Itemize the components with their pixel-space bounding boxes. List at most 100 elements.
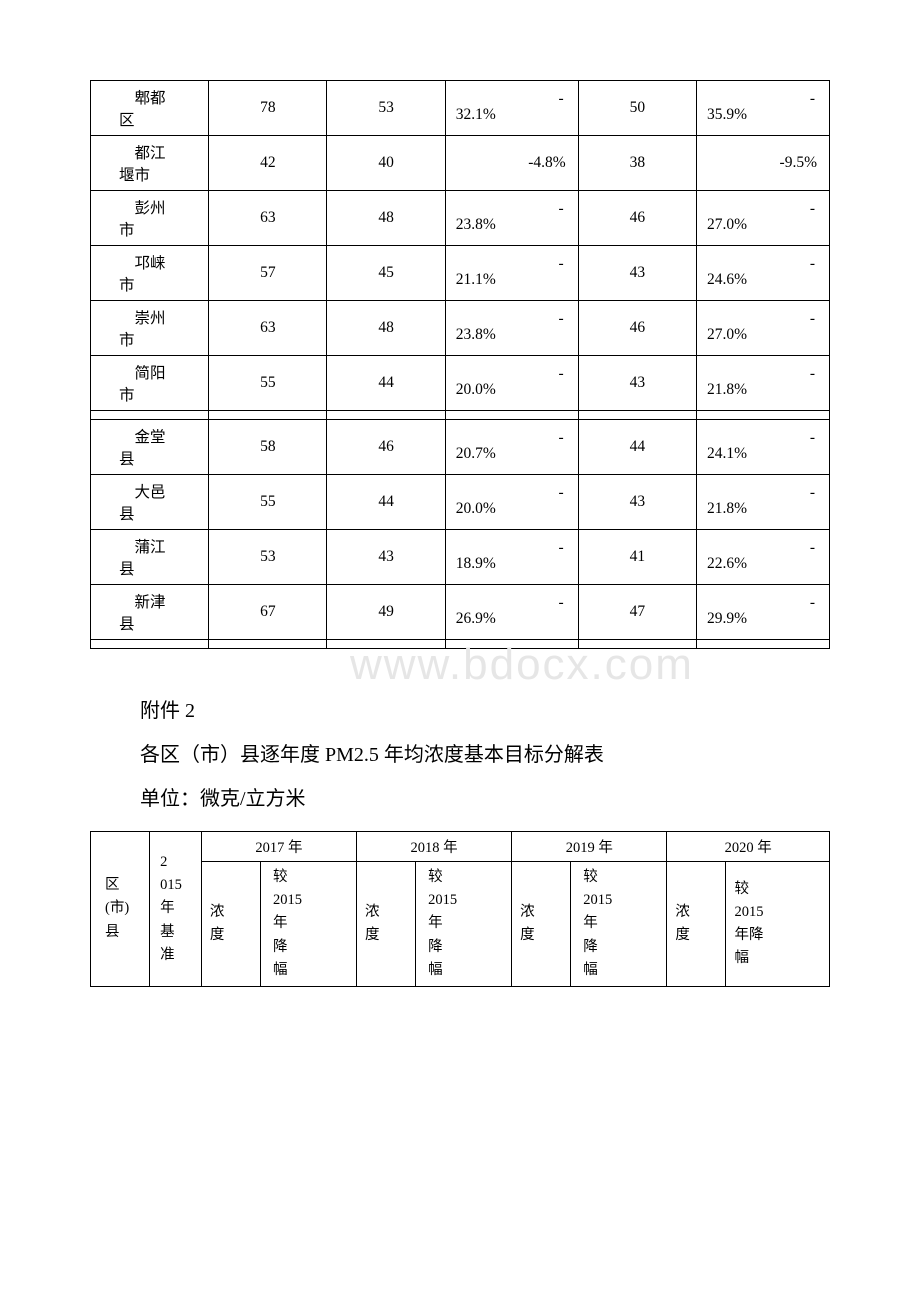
value-cell: 43 [578,246,696,301]
table-row: 郫都区7853-32.1%50-35.9% [91,81,830,136]
value-cell: 43 [578,475,696,530]
district-cell: 大邑县 [91,475,209,530]
value-cell: 57 [209,246,327,301]
value-cell: 42 [209,136,327,191]
percent-cell: -24.1% [696,420,829,475]
empty-cell [696,640,829,649]
year-header-row: 区 (市) 县 2 015 年 基 准 2017 年 2018 年 2019 年… [91,832,830,862]
empty-cell [445,640,578,649]
percent-cell: -24.6% [696,246,829,301]
percent-cell: -4.8% [445,136,578,191]
separator-row [91,411,830,420]
empty-cell [91,640,209,649]
sub-2017-drop: 较 2015 年 降 幅 [260,862,356,987]
value-cell: 41 [578,530,696,585]
percent-cell: -21.8% [696,475,829,530]
percent-cell: -18.9% [445,530,578,585]
district-cell: 新津县 [91,585,209,640]
value-cell: 44 [327,356,445,411]
value-cell: 53 [327,81,445,136]
table-row: 新津县6749-26.9%47-29.9% [91,585,830,640]
sub-2019-conc: 浓 度 [512,862,571,987]
col-2017: 2017 年 [201,832,356,862]
percent-cell: -9.5% [696,136,829,191]
value-cell: 48 [327,191,445,246]
empty-cell [327,411,445,420]
value-cell: 48 [327,301,445,356]
district-cell: 崇州市 [91,301,209,356]
percent-cell: -26.9% [445,585,578,640]
percent-cell: -22.6% [696,530,829,585]
value-cell: 47 [578,585,696,640]
table-row: 金堂县5846-20.7%44-24.1% [91,420,830,475]
percent-cell: -23.8% [445,301,578,356]
value-cell: 46 [578,191,696,246]
value-cell: 78 [209,81,327,136]
sub-2020-drop: 较 2015 年降 幅 [726,862,830,987]
district-cell: 金堂县 [91,420,209,475]
value-cell: 44 [327,475,445,530]
value-cell: 46 [578,301,696,356]
value-cell: 67 [209,585,327,640]
col-district: 区 (市) 县 [91,832,150,987]
empty-cell [209,640,327,649]
value-cell: 55 [209,475,327,530]
sub-2018-drop: 较 2015 年 降 幅 [416,862,512,987]
district-cell: 简阳市 [91,356,209,411]
pm25-table-part1: 郫都区7853-32.1%50-35.9% 都江堰市4240-4.8%38-9.… [90,80,830,649]
table-row: 崇州市6348-23.8%46-27.0% [91,301,830,356]
table-row: 蒲江县5343-18.9%41-22.6% [91,530,830,585]
col-2019: 2019 年 [512,832,667,862]
percent-cell: -23.8% [445,191,578,246]
sub-2020-conc: 浓 度 [667,862,726,987]
value-cell: 43 [578,356,696,411]
value-cell: 53 [209,530,327,585]
table-row: 彭州市6348-23.8%46-27.0% [91,191,830,246]
value-cell: 63 [209,191,327,246]
attachment-title: 各区（市）县逐年度 PM2.5 年均浓度基本目标分解表 [140,733,830,777]
empty-cell [91,411,209,420]
sub-2017-conc: 浓 度 [201,862,260,987]
district-cell: 蒲江县 [91,530,209,585]
percent-cell: -20.7% [445,420,578,475]
sub-2018-conc: 浓 度 [357,862,416,987]
separator-row [91,640,830,649]
empty-cell [578,411,696,420]
value-cell: 63 [209,301,327,356]
percent-cell: -27.0% [696,301,829,356]
percent-cell: -20.0% [445,475,578,530]
percent-cell: -21.1% [445,246,578,301]
percent-cell: -35.9% [696,81,829,136]
empty-cell [696,411,829,420]
district-cell: 邛崃市 [91,246,209,301]
empty-cell [445,411,578,420]
value-cell: 43 [327,530,445,585]
value-cell: 46 [327,420,445,475]
value-cell: 58 [209,420,327,475]
district-cell: 彭州市 [91,191,209,246]
col-2015-base: 2 015 年 基 准 [150,832,202,987]
value-cell: 50 [578,81,696,136]
table-row: 邛崃市5745-21.1%43-24.6% [91,246,830,301]
percent-cell: -21.8% [696,356,829,411]
attachment-number: 附件 2 [140,689,830,733]
pm25-yearly-header-table: 区 (市) 县 2 015 年 基 准 2017 年 2018 年 2019 年… [90,831,830,987]
district-cell: 郫都区 [91,81,209,136]
value-cell: 49 [327,585,445,640]
district-cell: 都江堰市 [91,136,209,191]
sub-header-row: 浓 度 较 2015 年 降 幅 浓 度 较 2015 年 降 幅 浓 度 较 … [91,862,830,987]
empty-cell [578,640,696,649]
value-cell: 40 [327,136,445,191]
sub-2019-drop: 较 2015 年 降 幅 [571,862,667,987]
attachment-unit: 单位：微克/立方米 [140,777,830,821]
percent-cell: -27.0% [696,191,829,246]
table-row: 都江堰市4240-4.8%38-9.5% [91,136,830,191]
percent-cell: -20.0% [445,356,578,411]
attachment-caption: 附件 2 各区（市）县逐年度 PM2.5 年均浓度基本目标分解表 单位：微克/立… [90,689,830,821]
value-cell: 45 [327,246,445,301]
value-cell: 55 [209,356,327,411]
col-2018: 2018 年 [357,832,512,862]
percent-cell: -29.9% [696,585,829,640]
empty-cell [327,640,445,649]
percent-cell: -32.1% [445,81,578,136]
